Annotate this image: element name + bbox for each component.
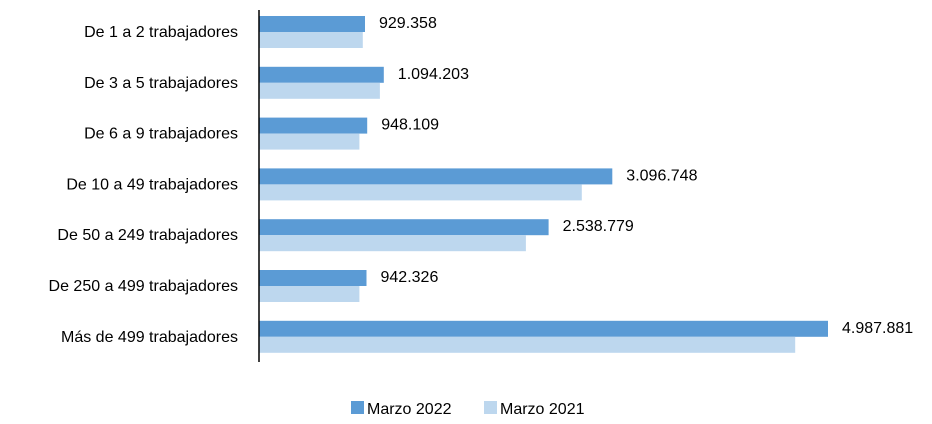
legend-swatch-marzo-2022 [351,401,364,414]
bar-marzo-2021-de-50-a-249-trabajadores [259,235,526,252]
bar-marzo-2021-de-6-a-9-trabajadores [259,133,360,150]
category-label-de-1-a-2-trabajadores: De 1 a 2 trabajadores [84,24,238,41]
data-label-marzo-2022-de-3-a-5-trabajadores: 1.094.203 [398,66,469,83]
category-label-mas-de-499-trabajadores: Más de 499 trabajadores [61,329,238,346]
data-label-marzo-2022-de-10-a-49-trabajadores: 3.096.748 [626,167,697,184]
bar-marzo-2021-de-1-a-2-trabajadores [259,32,363,48]
data-label-marzo-2022-de-1-a-2-trabajadores: 929.358 [379,15,437,32]
legend: Marzo 2022 Marzo 2021 [351,401,585,418]
labels-layer: De 1 a 2 trabajadores 929.358 De 3 a 5 tra… [49,15,914,346]
category-label-de-10-a-49-trabajadores: De 10 a 49 trabajadores [66,176,238,193]
bar-marzo-2022-de-10-a-49-trabajadores [259,168,613,185]
category-label-de-50-a-249-trabajadores: De 50 a 249 trabajadores [57,227,238,244]
bar-marzo-2021-de-10-a-49-trabajadores [259,184,582,201]
bar-marzo-2021-mas-de-499-trabajadores [259,336,796,353]
data-label-marzo-2022-mas-de-499-trabajadores: 4.987.881 [842,320,913,337]
data-label-marzo-2022-de-6-a-9-trabajadores: 948.109 [381,117,439,134]
bar-marzo-2021-de-250-a-499-trabajadores [259,286,360,302]
legend-label-marzo-2021: Marzo 2021 [500,401,585,418]
bars-layer [259,16,828,353]
data-label-marzo-2022-de-50-a-249-trabajadores: 2.538.779 [563,218,634,235]
legend-swatch-marzo-2021 [484,401,497,414]
bar-marzo-2022-de-3-a-5-trabajadores [259,66,384,83]
bar-marzo-2022-de-1-a-2-trabajadores [259,16,365,32]
bar-marzo-2021-de-3-a-5-trabajadores [259,82,380,99]
category-label-de-6-a-9-trabajadores: De 6 a 9 trabajadores [84,126,238,143]
category-label-de-3-a-5-trabajadores: De 3 a 5 trabajadores [84,75,238,92]
legend-label-marzo-2022: Marzo 2022 [367,401,452,418]
category-label-de-250-a-499-trabajadores: De 250 a 499 trabajadores [49,278,238,295]
bar-marzo-2022-de-50-a-249-trabajadores [259,219,549,236]
bar-marzo-2022-de-6-a-9-trabajadores [259,117,368,134]
bar-marzo-2022-de-250-a-499-trabajadores [259,270,367,286]
bar-marzo-2022-mas-de-499-trabajadores [259,320,828,337]
data-label-marzo-2022-de-250-a-499-trabajadores: 942.326 [381,269,439,286]
